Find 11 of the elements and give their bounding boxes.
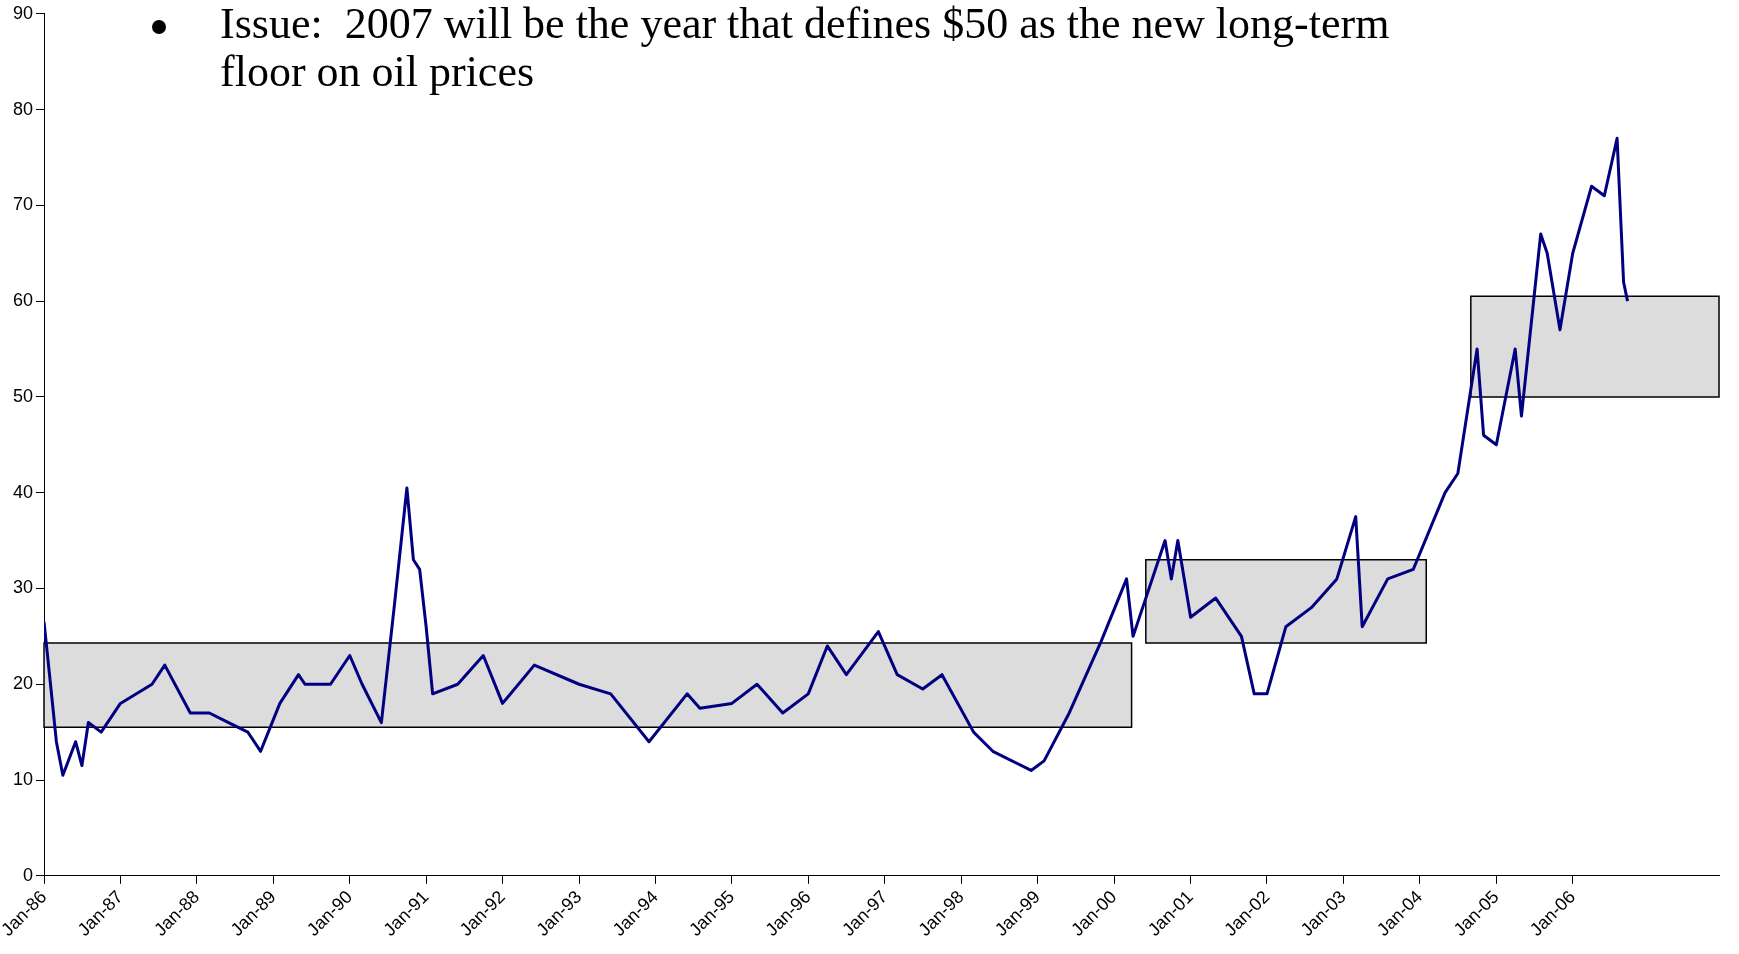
y-tick-label: 40	[12, 481, 34, 502]
y-tick-label: 70	[12, 194, 34, 215]
y-tick-label: 60	[12, 290, 34, 311]
y-tick-label: 80	[12, 98, 34, 119]
y-tick-label: 30	[12, 577, 34, 598]
y-tick-label: 20	[12, 673, 34, 694]
chart-title: Issue: 2007 will be the year that defines $50 as the new long-term floor on oil prices	[220, 0, 1391, 96]
y-tick-label: 90	[12, 2, 34, 23]
y-tick-label: 10	[12, 769, 34, 789]
y-tick-label: 0	[23, 864, 34, 885]
y-tick-label: 50	[12, 385, 34, 406]
